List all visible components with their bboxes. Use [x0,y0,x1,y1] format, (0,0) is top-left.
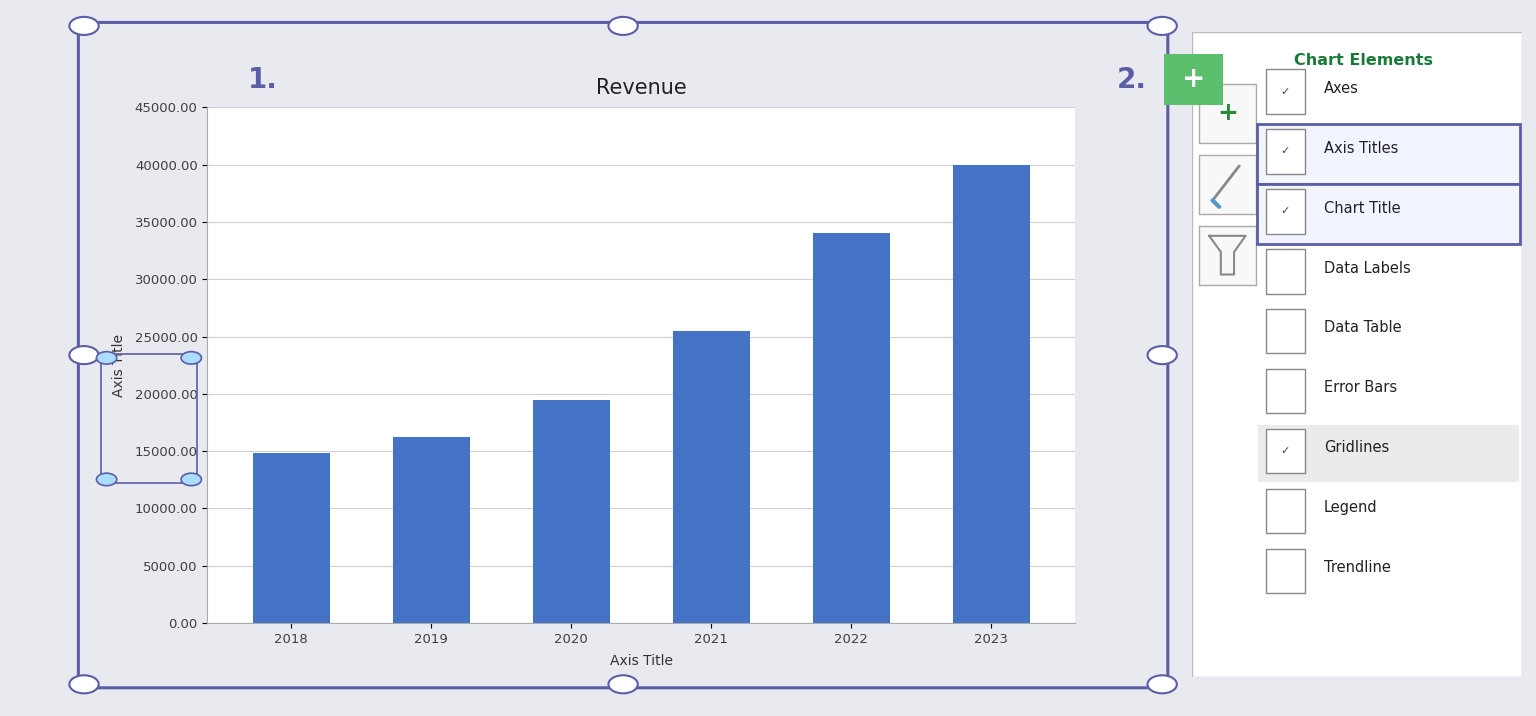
FancyBboxPatch shape [1258,125,1519,184]
FancyBboxPatch shape [1192,32,1522,677]
FancyBboxPatch shape [1266,548,1306,593]
FancyBboxPatch shape [1258,425,1519,483]
FancyBboxPatch shape [1163,53,1224,106]
Circle shape [69,17,98,35]
Circle shape [97,473,117,485]
FancyBboxPatch shape [1258,184,1519,244]
Circle shape [181,352,201,364]
Circle shape [608,675,637,693]
Bar [253,453,330,623]
Circle shape [1147,17,1177,35]
Bar [393,437,470,623]
Text: Trendline: Trendline [1324,560,1392,575]
Y-axis label: Axis Title: Axis Title [112,334,126,397]
Text: +: + [1181,65,1206,94]
Text: 1.: 1. [247,66,278,94]
FancyBboxPatch shape [1266,249,1306,294]
FancyBboxPatch shape [1266,69,1306,114]
Text: Axes: Axes [1324,81,1359,96]
Text: Error Bars: Error Bars [1324,380,1398,395]
Text: Chart Elements: Chart Elements [1295,53,1433,68]
Text: ✓: ✓ [1281,446,1290,456]
Text: 2.: 2. [1117,66,1147,94]
Text: ✓: ✓ [1281,87,1290,97]
Text: ✓: ✓ [1281,206,1290,216]
Text: Gridlines: Gridlines [1324,440,1389,455]
Circle shape [1147,675,1177,693]
FancyBboxPatch shape [1266,129,1306,174]
FancyBboxPatch shape [1266,369,1306,413]
FancyBboxPatch shape [1198,155,1256,214]
FancyBboxPatch shape [1198,84,1256,143]
Bar [673,331,750,623]
Text: Data Table: Data Table [1324,321,1402,336]
Text: ✓: ✓ [1281,147,1290,156]
Circle shape [69,675,98,693]
FancyBboxPatch shape [1266,189,1306,233]
FancyBboxPatch shape [1266,309,1306,354]
Bar [533,400,610,623]
FancyBboxPatch shape [1266,489,1306,533]
Text: +: + [1217,102,1238,125]
Circle shape [97,352,117,364]
Bar [952,165,1029,623]
Circle shape [608,17,637,35]
FancyBboxPatch shape [1266,429,1306,473]
Text: Chart Title: Chart Title [1324,200,1401,216]
Bar [813,233,889,623]
Text: Legend: Legend [1324,500,1378,516]
Title: Revenue: Revenue [596,77,687,97]
Circle shape [69,346,98,364]
Circle shape [1147,346,1177,364]
Circle shape [181,473,201,485]
Text: Data Labels: Data Labels [1324,261,1410,276]
Text: Axis Titles: Axis Titles [1324,141,1398,155]
X-axis label: Axis Title: Axis Title [610,654,673,668]
FancyBboxPatch shape [1198,226,1256,285]
